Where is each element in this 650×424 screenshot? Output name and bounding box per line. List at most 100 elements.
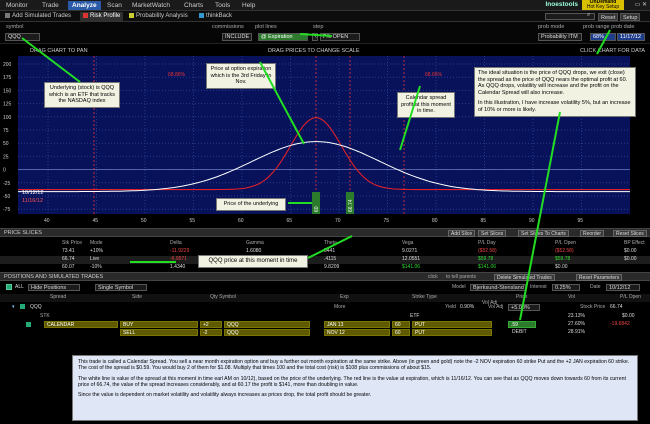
date-input[interactable]: 10/12/12 <box>606 284 640 291</box>
add-slice-button[interactable]: Add Slice <box>448 230 476 237</box>
slice-cell: 8441 <box>324 248 336 254</box>
col-gamma: Gamma <box>246 240 264 246</box>
ondemand-button[interactable]: OnDemand Hot Key Setup <box>582 0 624 10</box>
expand-icon[interactable]: ▾ <box>12 304 15 310</box>
reset-parameters-button[interactable]: Reset Parameters <box>576 274 623 281</box>
slice-cell: ($52.58) <box>478 248 497 254</box>
x-tick-label: 65 <box>287 218 293 224</box>
commissions-select[interactable]: INCLUDE <box>222 33 252 41</box>
sub-nav: Add Simulated Trades Risk Profile Probab… <box>0 11 650 22</box>
tab-charts[interactable]: Charts <box>184 2 204 9</box>
model-label: Model <box>452 284 466 290</box>
calendar-exp-cell[interactable]: JAN 13 <box>324 321 390 328</box>
sell-row[interactable]: SELL -2 QQQ NOV 12 60 PUT DEBIT 28.91% <box>0 329 650 337</box>
vol-adj-input[interactable]: +5.00% <box>508 304 540 311</box>
x-tick-label: 40 <box>44 218 50 224</box>
positions-title: POSITIONS AND SIMULATED TRADES <box>4 274 104 280</box>
subtab-thinkback[interactable]: thinkBack <box>196 12 235 21</box>
interest-label: Interest <box>530 284 547 290</box>
window-controls-icon[interactable]: ▭ ✕ <box>634 2 647 8</box>
click-data-hint: CLICK CHART FOR DATA <box>580 48 645 54</box>
group-checkbox[interactable] <box>20 304 25 309</box>
slice-cell: $0.00 <box>555 264 568 270</box>
subtab-add-simulated[interactable]: Add Simulated Trades <box>2 12 74 21</box>
tab-scan[interactable]: Scan <box>107 2 122 9</box>
price-slice-row[interactable]: 60.07-10%1.43402.53739.8209$141.06$141.0… <box>0 264 650 272</box>
price-slice-row[interactable]: 73.41 +10% -11.9229 1.6080 8441 9.0271 ($52.58… <box>0 248 650 256</box>
price-slices-panel: PRICE SLICES Add Slice Set Slices Set Sl… <box>0 226 650 272</box>
sell-type-cell[interactable]: PUT <box>412 329 492 336</box>
x-tick-label: 70 <box>335 218 341 224</box>
col-pl-open-pos: P/L Open <box>620 294 641 300</box>
calendar-type-cell[interactable]: PUT <box>412 321 492 328</box>
pl-open-select[interactable]: P/L OPEN <box>320 33 360 41</box>
reset-button[interactable]: Reset <box>598 13 619 21</box>
x-tick-label: 85 <box>481 218 487 224</box>
stk-row[interactable]: STK ETF 23.13% $0.00 <box>0 313 650 321</box>
calendar-vol: 27.60% <box>568 321 585 327</box>
tab-help[interactable]: Help <box>242 2 256 9</box>
col-strike-type: Strike Type <box>412 294 437 300</box>
y-tick-label: -25 <box>3 181 10 187</box>
step-decrement-button[interactable]: ‹ <box>312 33 318 41</box>
model-select[interactable]: Bjerksund-Stensland <box>470 284 526 291</box>
reorder-button[interactable]: Reorder <box>580 230 605 237</box>
sell-symbol-cell[interactable]: QQQ <box>224 329 310 336</box>
tab-tools[interactable]: Tools <box>215 2 231 9</box>
prob-mode-select[interactable]: Probability ITM <box>538 33 582 41</box>
qqq-group-row[interactable]: ▾ QQQ More Yield 0.90% Vol Adj +5.00% St… <box>0 304 650 312</box>
sell-side-cell[interactable]: SELL <box>120 329 198 336</box>
group-symbol: QQQ <box>30 304 42 310</box>
calendar-strike-cell[interactable]: 60 <box>392 321 410 328</box>
calendar-symbol-cell[interactable]: QQQ <box>224 321 310 328</box>
subtab-probability-analysis[interactable]: Probability Analysis <box>126 12 191 21</box>
delete-simulated-button[interactable]: Delete Simulated Trades <box>494 274 555 281</box>
search-input[interactable] <box>545 13 595 20</box>
note-paragraph-3: Since the value is dependent on market v… <box>78 392 372 399</box>
tab-marketwatch[interactable]: MarketWatch <box>132 2 171 9</box>
sell-strike-cell[interactable]: 60 <box>392 329 410 336</box>
y-tick-label: 25 <box>3 154 9 160</box>
date-label: Date <box>590 284 601 290</box>
thinkback-icon <box>199 12 204 18</box>
slices-header-row: Stk Price Mode Delta Gamma Theta Vega P/… <box>0 240 650 248</box>
calendar-qty-cell[interactable]: +2 <box>200 321 222 328</box>
ideal-situation-callout: The ideal situation is the price of QQQ … <box>474 67 636 117</box>
single-symbol-select[interactable]: Single Symbol <box>95 284 147 291</box>
tab-analyze[interactable]: Analyze <box>68 1 101 10</box>
y-tick-label: 200 <box>3 62 12 68</box>
prob-date-input[interactable]: 11/17/12 <box>617 33 645 41</box>
sell-exp-cell[interactable]: NOV 12 <box>324 329 390 336</box>
calendar-row[interactable]: CALENDAR BUY +2 QQQ JAN 13 60 PUT .59 27… <box>0 321 650 329</box>
more-label[interactable]: More <box>334 304 346 310</box>
calendar-checkbox[interactable] <box>26 322 31 327</box>
tab-monitor[interactable]: Monitor <box>6 2 28 9</box>
hide-positions-select[interactable]: Hide Positions <box>28 284 80 291</box>
slice-cell: -6.9571 <box>170 256 187 262</box>
calendar-spread-cell[interactable]: CALENDAR <box>44 321 118 328</box>
x-tick-label: 55 <box>190 218 196 224</box>
subtab-risk-profile[interactable]: Risk Profile <box>80 12 124 21</box>
sell-qty-cell[interactable]: -2 <box>200 329 222 336</box>
set-slices-charts-button[interactable]: Set Slices To Charts <box>518 230 569 237</box>
plot-lines-select[interactable]: @ Expiration <box>258 33 308 41</box>
reset-slices-button[interactable]: Reset Slices <box>613 230 647 237</box>
setup-button[interactable]: Setup <box>620 13 641 21</box>
risk-profile-chart[interactable]: 200 175 150 125 100 75 50 25 0 -25 -50 -75 40 45 50 55… <box>0 44 650 226</box>
slice-cell: .4115 <box>324 256 337 262</box>
price-slice-row[interactable]: 66.74Live-6.95711.7145.411512.0551$59.78… <box>0 256 650 264</box>
slice-cell: ($52.58) <box>555 248 574 254</box>
col-qty-symbol: Qty Symbol <box>210 294 236 300</box>
symbol-input[interactable]: QQQ <box>5 33 40 41</box>
col-delta: Delta <box>170 240 182 246</box>
set-slices-button[interactable]: Set Slices <box>478 230 507 237</box>
tab-trade[interactable]: Trade <box>42 2 59 9</box>
interest-input[interactable]: 0.25% <box>552 284 580 291</box>
calendar-side-cell[interactable]: BUY <box>120 321 198 328</box>
calendar-price-cell[interactable]: .59 <box>508 321 536 328</box>
col-spread: Spread <box>50 294 67 300</box>
y-tick-label: 0 <box>3 168 6 174</box>
all-checkbox[interactable] <box>6 284 12 290</box>
search-icon[interactable]: ⌕ <box>587 12 591 18</box>
prob-range-input[interactable]: 68% <box>590 33 616 41</box>
